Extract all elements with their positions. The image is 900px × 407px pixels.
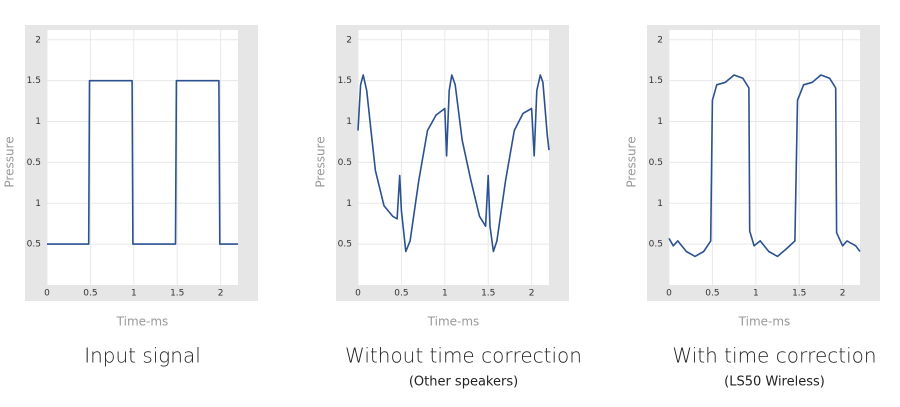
y-tick-label: 1 (346, 199, 352, 209)
x-axis-label: Time-ms (738, 315, 791, 329)
y-tick-label: 2 (35, 35, 41, 45)
x-tick-label: 1.5 (481, 289, 495, 299)
y-tick-label: 0.5 (649, 158, 663, 168)
y-tick-label: 1.5 (27, 76, 41, 86)
signal-line (47, 79, 238, 245)
plot-area (47, 30, 238, 285)
y-tick-label: 0.5 (27, 158, 41, 168)
y-tick-label: 1 (657, 199, 663, 209)
x-axis-label: Time-ms (427, 315, 480, 329)
y-tick-label: 0.5 (338, 158, 352, 168)
y-tick-label: 0.5 (27, 240, 41, 250)
chart-subtitle: (LS50 Wireless) (724, 375, 825, 390)
signal-line (357, 74, 550, 253)
y-tick-label: 0.5 (649, 240, 663, 250)
chart-title: Input signal (84, 344, 201, 368)
x-tick-label: 2 (840, 289, 846, 299)
x-tick-label: 2 (218, 289, 224, 299)
chart-title: Without time correction (345, 344, 582, 368)
x-tick-label: 0.5 (83, 289, 97, 299)
y-tick-label: 1.5 (649, 76, 663, 86)
y-tick-label: 1 (35, 199, 41, 209)
x-tick-label: 0 (666, 289, 672, 299)
chart-title: With time correction (672, 344, 876, 368)
x-axis-label: Time-ms (116, 315, 169, 329)
x-tick-label: 0.5 (705, 289, 719, 299)
chart-subtitle: (Other speakers) (409, 375, 518, 390)
x-tick-label: 1 (131, 289, 137, 299)
signal-line (668, 74, 861, 258)
y-tick-label: 1 (657, 117, 663, 127)
x-tick-label: 0.5 (394, 289, 408, 299)
x-tick-label: 0 (355, 289, 361, 299)
x-tick-label: 1.5 (170, 289, 184, 299)
y-tick-label: 2 (657, 35, 663, 45)
y-tick-label: 0.5 (338, 240, 352, 250)
x-tick-label: 2 (529, 289, 535, 299)
x-tick-label: 1 (753, 289, 759, 299)
y-tick-label: 1.5 (338, 76, 352, 86)
y-axis-label: Pressure (625, 136, 639, 187)
y-axis-label: Pressure (314, 136, 328, 187)
y-tick-label: 1 (346, 117, 352, 127)
y-axis-label: Pressure (3, 136, 17, 187)
x-tick-label: 1 (442, 289, 448, 299)
x-tick-label: 1.5 (792, 289, 806, 299)
x-tick-label: 0 (44, 289, 50, 299)
y-tick-label: 1 (35, 117, 41, 127)
y-tick-label: 2 (346, 35, 352, 45)
plot-area (669, 30, 860, 285)
plot-area (358, 30, 549, 285)
